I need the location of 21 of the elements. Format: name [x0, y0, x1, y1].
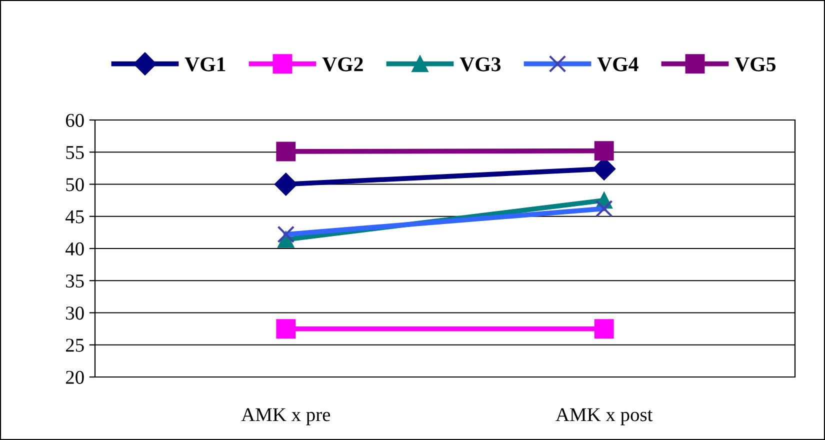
y-tick-label: 35 [66, 274, 84, 288]
legend-label: VG3 [460, 57, 501, 72]
legend-label: VG1 [184, 57, 226, 72]
y-tick-label: 20 [66, 370, 84, 384]
point [276, 319, 296, 339]
y-tick-label: 40 [66, 242, 84, 256]
x-tick-label: AMK x post [556, 408, 653, 426]
point [274, 172, 298, 196]
y-tick-label: 30 [66, 306, 84, 320]
legend-label: VG2 [322, 57, 363, 72]
y-tick-label: 50 [66, 178, 84, 192]
legend-label: VG5 [734, 57, 776, 72]
y-tick-label: 45 [66, 210, 84, 224]
y-tick-label: 25 [66, 338, 84, 352]
legend-label: VG4 [597, 57, 638, 72]
point [594, 141, 614, 161]
point [276, 142, 296, 162]
y-tick-label: 60 [66, 114, 84, 127]
x-tick-label: AMK x pre [241, 408, 330, 426]
point [594, 319, 614, 339]
y-tick-label: 55 [66, 146, 84, 160]
